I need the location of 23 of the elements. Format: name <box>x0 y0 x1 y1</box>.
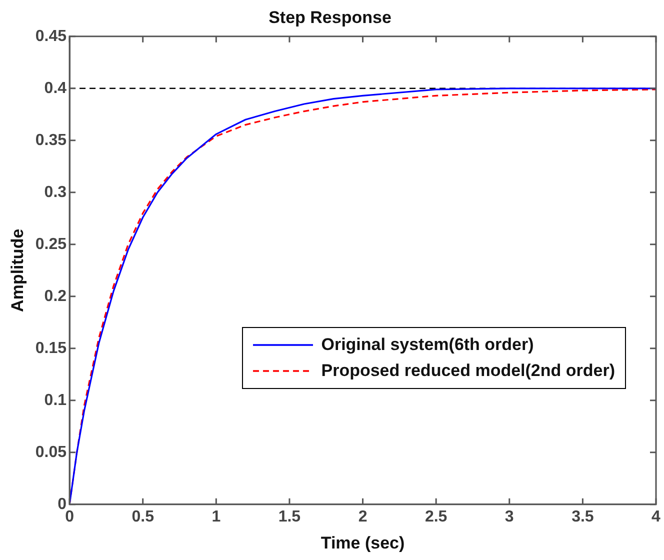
legend-label: Proposed reduced model(2nd order) <box>321 360 615 381</box>
y-tick-label: 0.45 <box>35 28 67 45</box>
y-tick-label: 0.3 <box>44 184 67 201</box>
y-tick-label: 0.35 <box>35 132 67 149</box>
y-tick-label: 0.25 <box>35 236 67 253</box>
y-tick-label: 0.1 <box>44 392 67 409</box>
x-tick-label: 2 <box>358 508 368 526</box>
x-tick-label: 4 <box>652 508 661 526</box>
y-tick-label: 0.05 <box>35 444 67 461</box>
y-axis-title: Amplitude <box>8 228 27 312</box>
x-tick-label: 3.5 <box>572 508 594 526</box>
x-tick-label: 1 <box>212 508 221 526</box>
y-tick-label: 0.2 <box>44 288 67 305</box>
x-axis-title: Time (sec) <box>320 533 405 552</box>
y-tick-label: 0 <box>58 496 67 513</box>
x-tick-label: 3 <box>504 508 514 526</box>
legend-label: Original system(6th order) <box>321 334 534 355</box>
x-tick-label: 0.5 <box>132 508 154 526</box>
chart-title: Step Response <box>268 8 392 27</box>
x-tick-label: 1.5 <box>278 508 301 526</box>
y-tick-label: 0.4 <box>44 80 67 97</box>
y-tick-label: 0.15 <box>35 340 67 357</box>
x-tick-label: 2.5 <box>424 508 448 526</box>
